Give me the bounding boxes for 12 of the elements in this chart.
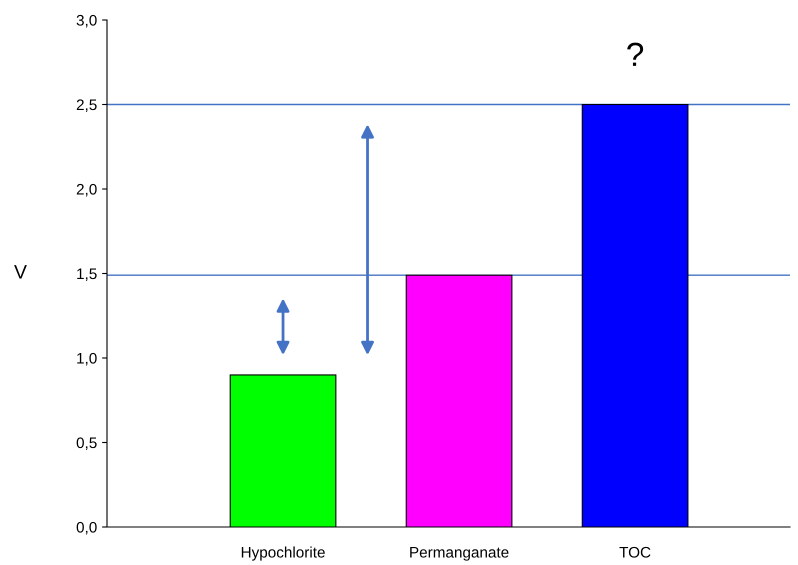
y-tick-label: 2,0 xyxy=(76,184,97,196)
y-tick-label: 0,5 xyxy=(76,437,97,450)
x-tick-label: Permanganate xyxy=(410,547,508,561)
y-tick-label: 3,0 xyxy=(76,14,97,28)
x-tick-label: Hypochlorite xyxy=(242,546,325,561)
y-axis-title: V xyxy=(14,265,27,279)
y-tick-label: 1,5 xyxy=(77,268,97,281)
y-tick-label: 2,5 xyxy=(76,99,97,112)
annotation: ? xyxy=(627,42,644,66)
x-tick-label: TOC xyxy=(619,546,650,558)
y-tick-label: 1,0 xyxy=(77,352,97,366)
y-tick-label: 0,0 xyxy=(76,522,97,534)
